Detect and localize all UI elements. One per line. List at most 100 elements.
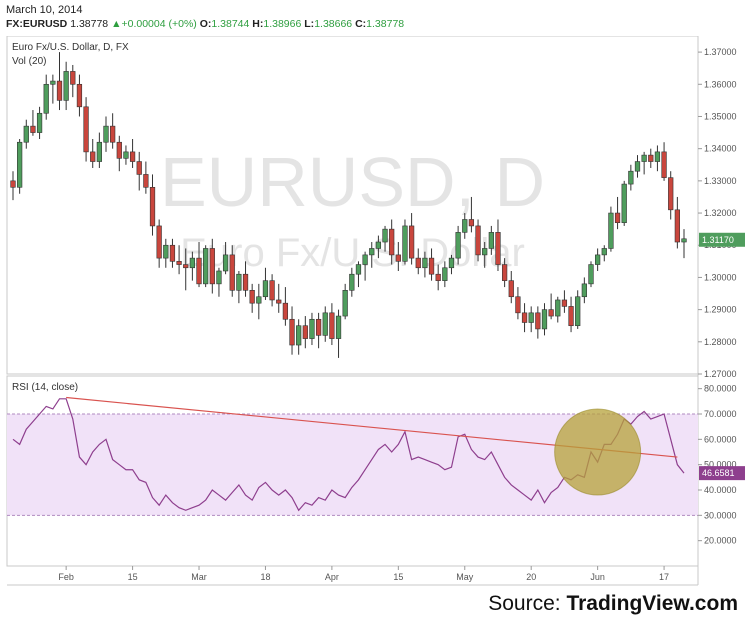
change-arrow-icon: ▲	[111, 18, 122, 30]
candle-body	[229, 254, 235, 291]
open-label: O:	[199, 18, 212, 30]
candle-body	[262, 280, 269, 298]
time-tick-label: 18	[260, 572, 270, 582]
candle-body	[395, 254, 401, 262]
candle-body	[342, 290, 348, 317]
symbol[interactable]: FX:EURUSD	[6, 18, 68, 30]
time-tick-label: 20	[526, 572, 536, 582]
time-tick-label: 15	[393, 572, 403, 582]
price-pane-title: Euro Fx/U.S. Dollar, D, FX	[12, 42, 129, 53]
rsi-pane-title: RSI (14, close)	[12, 382, 78, 393]
candle-body	[521, 312, 528, 323]
candle-body	[369, 248, 375, 256]
high-value: 1.38966	[263, 18, 302, 30]
candle-body	[528, 312, 534, 323]
candle-body	[561, 299, 568, 307]
candle-body	[455, 232, 461, 259]
quote-bar: FX:EURUSD 1.38778 ▲+0.00004 (+0%) O:1.38…	[6, 18, 404, 30]
candle-body	[56, 80, 63, 101]
price-tick-label: 1.29000	[704, 305, 737, 315]
candle-body	[482, 248, 488, 256]
rsi-tick-label: 20.0000	[704, 536, 737, 546]
rsi-tick-label: 30.0000	[704, 510, 737, 520]
candle-body	[515, 296, 521, 314]
candle-body	[23, 125, 29, 143]
candle-body	[661, 151, 667, 178]
candle-body	[123, 151, 129, 159]
candle-body	[382, 228, 388, 243]
candle-body	[654, 151, 661, 162]
chart-date: March 10, 2014	[6, 4, 83, 16]
candle-body	[674, 209, 680, 243]
candle-body	[309, 318, 315, 339]
candle-body	[163, 244, 169, 259]
chart-area[interactable]: EURUSD, D Euro Fx/U.S. Dollar 1.27000 1.280…	[0, 36, 750, 586]
price-pane	[6, 36, 699, 375]
candle-body	[355, 264, 362, 275]
candle-body	[349, 273, 355, 291]
open-value: 1.38744	[211, 18, 250, 30]
candle-body	[568, 306, 574, 327]
rsi-tick-label: 50.0000	[704, 460, 737, 470]
candle-body	[96, 141, 102, 162]
candle-body	[581, 283, 587, 298]
rsi-tick-label: 80.0000	[704, 384, 737, 394]
candle-body	[149, 186, 156, 227]
candle-body	[428, 257, 435, 275]
low-label: L:	[304, 18, 315, 30]
time-tick-label: May	[456, 572, 474, 582]
time-tick-label: Feb	[58, 572, 74, 582]
price-tick-label: 1.27000	[704, 369, 737, 379]
candle-body	[50, 80, 56, 85]
watermark-symbol: EURUSD, D	[160, 143, 545, 221]
candle-body	[448, 257, 455, 269]
price-tick-label: 1.35000	[704, 111, 737, 121]
candle-body	[435, 273, 441, 281]
candle-body	[83, 106, 89, 153]
candle-body	[129, 151, 136, 162]
candle-body	[189, 257, 196, 269]
candle-body	[488, 232, 494, 249]
candle-body	[681, 238, 687, 243]
candle-body	[462, 219, 468, 233]
candle-body	[575, 296, 581, 327]
candle-body	[329, 312, 335, 339]
candle-body	[634, 161, 641, 172]
candle-body	[110, 125, 116, 143]
time-tick-label: Apr	[325, 572, 339, 582]
candle-body	[276, 299, 282, 304]
candle-body	[90, 151, 96, 162]
candle-body	[183, 264, 189, 269]
candle-body	[17, 141, 23, 188]
candle-body	[315, 318, 322, 336]
candle-body	[282, 302, 289, 320]
candle-body	[668, 177, 674, 211]
candle-body	[256, 296, 262, 304]
candle-body	[501, 264, 508, 281]
candle-body	[495, 232, 501, 265]
candle-body	[269, 280, 275, 301]
candle-body	[176, 261, 182, 265]
candle-body	[415, 257, 421, 269]
candle-body	[169, 244, 176, 262]
close-label: C:	[355, 18, 367, 30]
candle-body	[601, 248, 607, 256]
candle-body	[422, 257, 428, 269]
candle-body	[362, 254, 368, 265]
candle-body	[103, 125, 109, 143]
candle-body	[408, 225, 415, 259]
candle-body	[10, 180, 16, 188]
candle-body	[402, 225, 408, 262]
candle-body	[156, 225, 162, 259]
candle-body	[535, 312, 541, 330]
volume-label: Vol (20)	[12, 56, 46, 67]
price-tick-label: 1.28000	[704, 337, 737, 347]
candle-body	[555, 299, 561, 317]
rsi-tick-label: 70.0000	[704, 409, 737, 419]
source-name: TradingView.com	[566, 592, 738, 615]
candle-body	[335, 315, 342, 339]
close-value: 1.38778	[366, 18, 405, 30]
candle-body	[468, 219, 475, 227]
candle-body	[608, 212, 614, 249]
candle-body	[136, 161, 142, 175]
